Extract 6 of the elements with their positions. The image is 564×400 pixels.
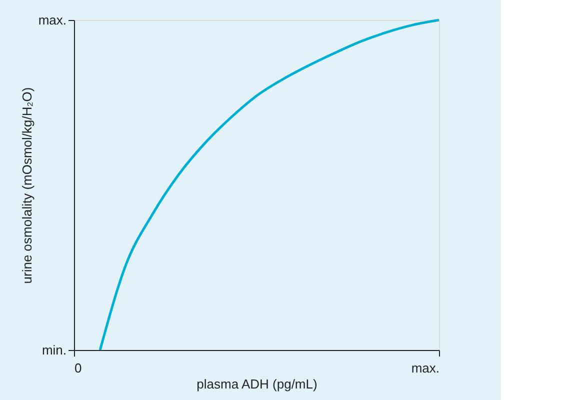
text: 0 — [74, 360, 82, 376]
text: max. — [38, 12, 66, 28]
text: min. — [42, 342, 66, 358]
x-axis-title: plasma ADH (pg/mL) — [196, 376, 318, 392]
y-axis-title: urine osmolality (mOsmol/kg/H₂O) — [19, 87, 34, 284]
text: max. — [411, 360, 440, 376]
